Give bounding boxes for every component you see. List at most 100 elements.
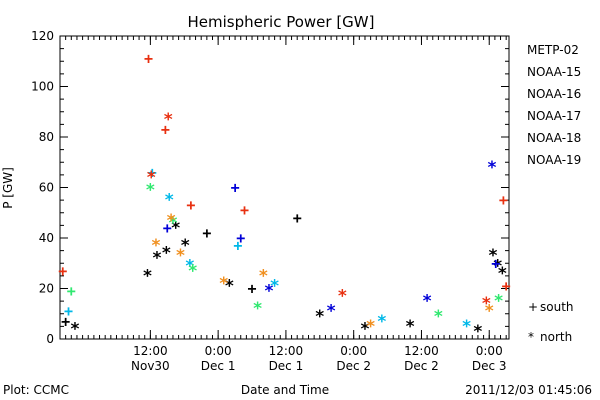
x-tick-label-date: Dec 1 — [269, 359, 304, 373]
series-legend: METP-02 NOAA-15 NOAA-16 NOAA-17 NOAA-18 NOAA-… — [527, 43, 581, 167]
data-point: * — [497, 264, 507, 284]
data-point: * — [171, 218, 181, 238]
data-point: * — [315, 307, 325, 327]
data-point: * — [326, 302, 336, 322]
data-point: * — [377, 312, 387, 332]
data-point: * — [269, 276, 279, 296]
data-point: + — [148, 163, 157, 181]
legend-entry: NOAA-17 — [527, 109, 581, 123]
data-point: * — [473, 322, 483, 342]
y-tick-label: 120 — [31, 29, 54, 43]
data-point: * — [188, 261, 198, 281]
data-point: * — [185, 256, 195, 276]
data-point: + — [231, 179, 240, 197]
hemisphere-label: south — [540, 300, 574, 314]
data-point: * — [168, 213, 178, 233]
data-point: * — [219, 274, 229, 294]
data-point: * — [258, 266, 268, 286]
data-point: + — [502, 277, 511, 295]
data-point: * — [175, 246, 185, 266]
data-point: * — [161, 244, 171, 264]
legend-entry: NOAA-15 — [527, 65, 581, 79]
x-tick-label-time: 0:00 — [476, 344, 503, 358]
data-point: + — [233, 237, 242, 255]
data-point: * — [180, 236, 190, 256]
data-point: * — [494, 292, 504, 312]
data-point: * — [145, 181, 155, 201]
x-tick-label-date: Dec 2 — [404, 359, 439, 373]
data-point: * — [264, 282, 274, 302]
data-point: * — [433, 307, 443, 327]
data-point: * — [405, 317, 415, 337]
y-tick-label: 100 — [31, 80, 54, 94]
y-tick-label: 60 — [39, 181, 54, 195]
data-point: * — [366, 317, 376, 337]
data-point: * — [337, 287, 347, 307]
data-point: * — [166, 211, 176, 231]
data-point: + — [163, 219, 172, 237]
x-tick-label-time: 12:00 — [133, 344, 168, 358]
data-point: + — [161, 120, 170, 138]
data-point: * — [493, 256, 503, 276]
x-tick-label-time: 12:00 — [269, 344, 304, 358]
y-tick-label: 80 — [39, 130, 54, 144]
data-point: * — [487, 158, 497, 178]
x-tick-label-time: 0:00 — [205, 344, 232, 358]
y-axis: 0 20 40 60 80 100 120 — [31, 29, 509, 346]
data-point: + — [248, 280, 257, 298]
data-point: + — [144, 50, 153, 68]
x-axis-label: Date and Time — [241, 383, 329, 397]
x-tick-label-time: 12:00 — [404, 344, 439, 358]
data-point: * — [224, 276, 234, 296]
y-axis-label: P [GW] — [1, 167, 15, 209]
data-point: + — [499, 191, 508, 209]
y-tick-label: 20 — [39, 282, 54, 296]
legend-entry: NOAA-19 — [527, 153, 581, 167]
data-point: * — [146, 168, 156, 188]
plot-frame — [59, 35, 510, 340]
legend-entry: NOAA-18 — [527, 131, 581, 145]
x-tick-label-date: Nov30 — [131, 359, 170, 373]
data-point: * — [152, 249, 162, 269]
x-tick-label-date: Dec 3 — [472, 359, 507, 373]
data-point: + — [58, 262, 67, 280]
x-tick-label-date: Dec 1 — [201, 359, 236, 373]
data-point: * — [70, 319, 80, 339]
data-point: + — [186, 196, 195, 214]
data-point: * — [462, 317, 472, 337]
hemisphere-label: north — [540, 330, 572, 344]
data-points: + *** ***+* ++** * ****+++****+++**+** *+**** *… — [58, 50, 510, 342]
data-point: * — [142, 266, 152, 286]
data-point: * — [488, 246, 498, 266]
data-point: * — [422, 292, 432, 312]
data-point: + — [202, 224, 211, 242]
data-point: * — [360, 319, 370, 339]
data-point: * — [164, 191, 174, 211]
legend-entry: METP-02 — [527, 43, 579, 57]
data-point: + — [236, 229, 245, 247]
data-point: + — [491, 254, 500, 272]
hemisphere-symbol: * — [528, 330, 534, 344]
data-point: * — [253, 299, 263, 319]
data-point: + — [240, 201, 249, 219]
data-point: * — [484, 302, 494, 322]
legend-entry: NOAA-16 — [527, 87, 581, 101]
plot-source: Plot: CCMC — [3, 383, 69, 397]
chart-title: Hemispheric Power [GW] — [188, 13, 375, 31]
x-tick-label-time: 0:00 — [340, 344, 367, 358]
data-point: + — [67, 282, 76, 300]
hemisphere-legend: + south * north — [528, 300, 574, 344]
data-point: + — [64, 302, 73, 320]
y-tick-label: 40 — [39, 231, 54, 245]
x-tick-label-date: Dec 2 — [336, 359, 371, 373]
plot-timestamp: 2011/12/03 01:45:06 — [465, 383, 592, 397]
hemisphere-symbol: + — [528, 300, 538, 314]
y-tick-label: 0 — [46, 332, 54, 346]
data-point: + — [293, 209, 302, 227]
data-point: * — [481, 294, 491, 314]
data-point: * — [151, 236, 161, 256]
data-point: * — [163, 110, 173, 130]
data-point: + — [61, 312, 70, 330]
